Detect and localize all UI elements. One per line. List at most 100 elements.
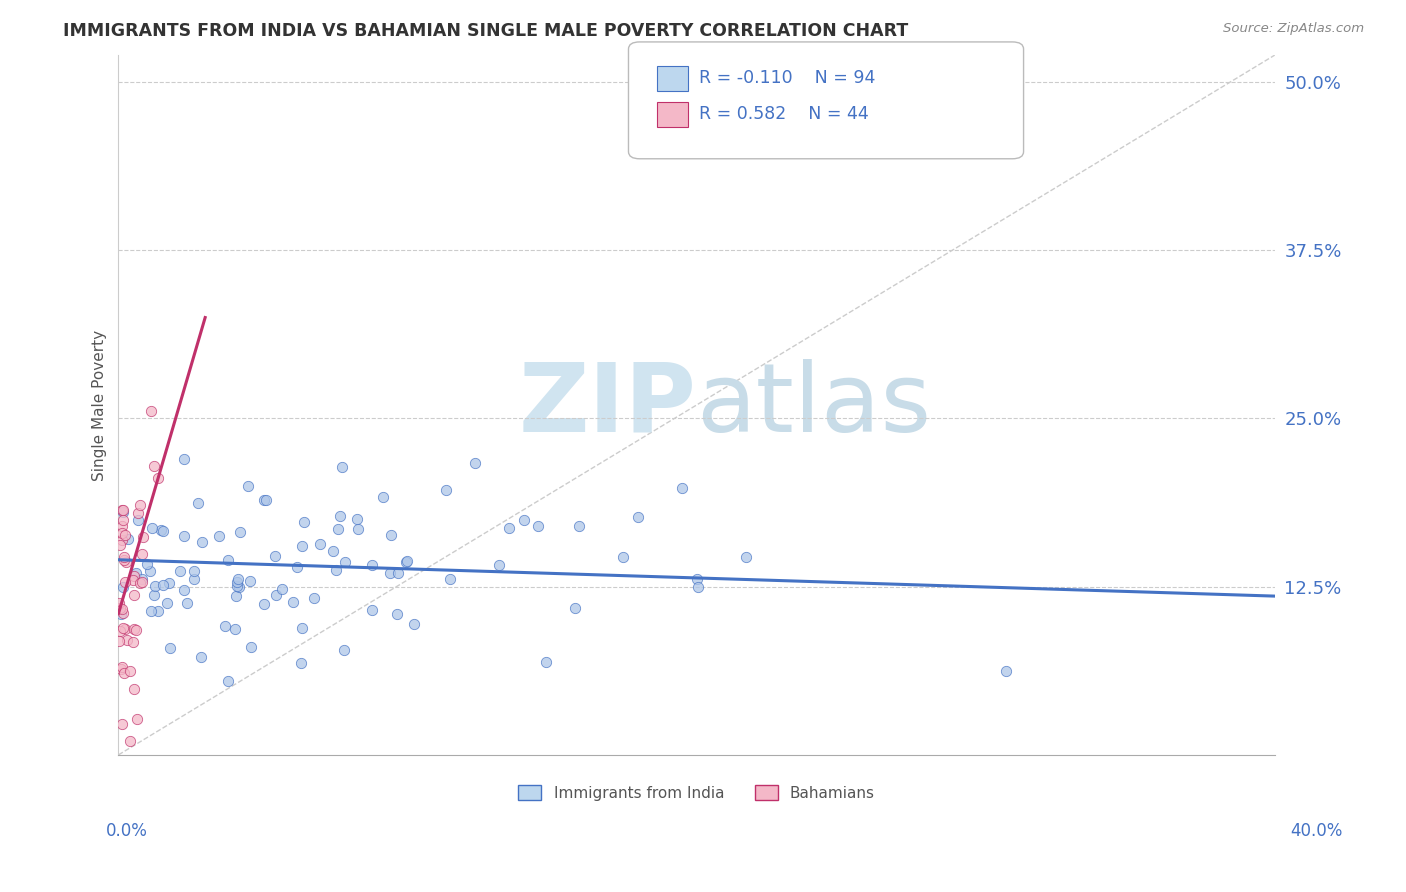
Point — [568, 519, 591, 533]
Point — [291, 621, 314, 635]
Point — [173, 583, 195, 598]
Point — [686, 572, 709, 586]
Point — [254, 492, 277, 507]
Point — [464, 456, 486, 470]
Point — [146, 470, 169, 484]
Point — [229, 524, 252, 539]
Text: Source: ZipAtlas.com: Source: ZipAtlas.com — [1223, 22, 1364, 36]
Point — [156, 596, 179, 610]
Point — [488, 558, 510, 573]
Point — [264, 588, 287, 602]
Point — [183, 564, 205, 578]
Point — [125, 624, 148, 638]
Point — [346, 511, 368, 525]
Point — [387, 607, 409, 621]
Point — [208, 529, 231, 543]
Point — [735, 549, 758, 564]
Point — [111, 607, 134, 621]
Point — [111, 533, 134, 548]
Point — [121, 573, 143, 587]
Point — [129, 575, 152, 590]
Point — [110, 624, 132, 638]
Point — [157, 575, 180, 590]
Point — [534, 655, 557, 669]
Point — [236, 479, 259, 493]
Point — [322, 544, 344, 558]
Point — [281, 594, 304, 608]
Point — [111, 621, 134, 635]
Point — [290, 656, 312, 670]
Point — [214, 618, 236, 632]
Point — [108, 538, 131, 552]
Point — [347, 522, 370, 536]
Point — [513, 513, 536, 527]
Point — [226, 572, 249, 586]
Point — [132, 530, 155, 544]
Point — [191, 534, 214, 549]
Point — [190, 650, 212, 665]
Point — [239, 574, 262, 588]
Point — [688, 580, 710, 594]
Point — [329, 509, 352, 524]
Text: R = 0.582    N = 44: R = 0.582 N = 44 — [699, 105, 869, 123]
Point — [111, 526, 134, 541]
Point — [253, 598, 276, 612]
Point — [253, 493, 276, 508]
Point — [226, 579, 249, 593]
Point — [173, 529, 195, 543]
Point — [110, 600, 132, 615]
Text: atlas: atlas — [696, 359, 932, 451]
Point — [173, 451, 195, 466]
Point — [120, 664, 142, 678]
Point — [146, 604, 169, 618]
Point — [110, 662, 132, 676]
Point — [108, 633, 131, 648]
Point — [108, 596, 131, 610]
Point — [111, 660, 134, 674]
Point — [361, 558, 384, 573]
Point — [121, 634, 143, 648]
Point — [325, 563, 347, 577]
Point — [127, 506, 149, 520]
Point — [404, 617, 426, 632]
Point — [114, 574, 136, 589]
Point — [135, 558, 157, 572]
Point — [224, 622, 246, 636]
Point — [225, 590, 247, 604]
Point — [139, 604, 162, 618]
Point — [270, 582, 292, 596]
Point — [111, 502, 134, 516]
Point — [239, 640, 262, 654]
Point — [439, 572, 461, 586]
Point — [612, 550, 634, 565]
Text: 40.0%: 40.0% — [1291, 822, 1343, 840]
Point — [304, 591, 326, 605]
Point — [187, 496, 209, 510]
Point — [115, 555, 138, 569]
Point — [139, 564, 162, 578]
Point — [152, 578, 174, 592]
Point — [122, 588, 145, 602]
Point — [112, 550, 135, 565]
Point — [226, 574, 249, 589]
Point — [111, 502, 134, 516]
Point — [564, 601, 586, 615]
Point — [217, 674, 239, 689]
Point — [176, 596, 198, 610]
Point — [117, 632, 139, 647]
Point — [150, 523, 173, 537]
Point — [309, 536, 332, 550]
Point — [112, 580, 135, 594]
Point — [139, 404, 162, 418]
Point — [114, 622, 136, 636]
Point — [127, 513, 149, 527]
Point — [110, 607, 132, 621]
Point — [527, 518, 550, 533]
Point — [143, 579, 166, 593]
Point — [142, 589, 165, 603]
Point — [498, 521, 520, 535]
Point — [292, 515, 315, 529]
Point — [434, 483, 457, 497]
Point — [671, 481, 693, 495]
Point — [112, 553, 135, 567]
